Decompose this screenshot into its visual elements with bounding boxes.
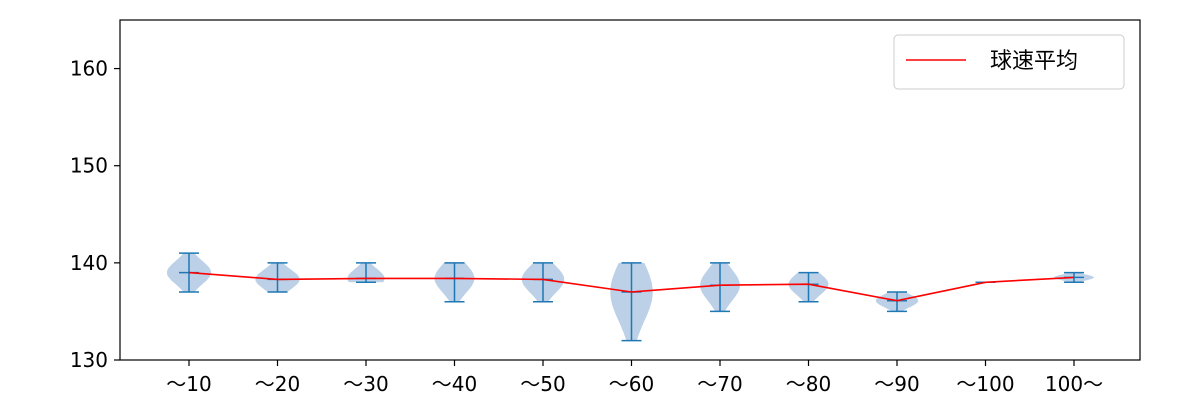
- y-tick-label: 130: [70, 348, 108, 372]
- x-tick-label: ～40: [432, 372, 477, 396]
- mean-line-layer: [188, 271, 1075, 302]
- y-tick-label: 140: [70, 251, 108, 275]
- y-tick-label: 150: [70, 154, 108, 178]
- x-tick-label: ～80: [786, 372, 831, 396]
- legend: 球速平均: [893, 34, 1125, 90]
- x-tick-label: ～100: [956, 372, 1014, 396]
- x-tick-label: ～90: [874, 372, 919, 396]
- mean-speed-line: [188, 271, 1075, 302]
- x-tick-label: ～20: [255, 372, 300, 396]
- legend-box: [893, 34, 1125, 90]
- x-tick-label: ～50: [520, 372, 565, 396]
- x-tick-label: 100～: [1045, 372, 1103, 396]
- x-tick-label: ～30: [343, 372, 388, 396]
- x-tick-label: ～10: [166, 372, 211, 396]
- violin-layer: [166, 253, 1094, 341]
- y-axis: 130 140 150 160: [70, 57, 120, 372]
- y-tick-label: 160: [70, 57, 108, 81]
- x-tick-label: ～70: [697, 372, 742, 396]
- x-tick-label: ～60: [609, 372, 654, 396]
- legend-label: 球速平均: [990, 49, 1078, 74]
- plot-area-frame: [119, 19, 1141, 361]
- x-axis: ～10 ～20 ～30 ～40 ～50 ～60 ～70 ～80 ～90 ～100 100～: [166, 360, 1103, 396]
